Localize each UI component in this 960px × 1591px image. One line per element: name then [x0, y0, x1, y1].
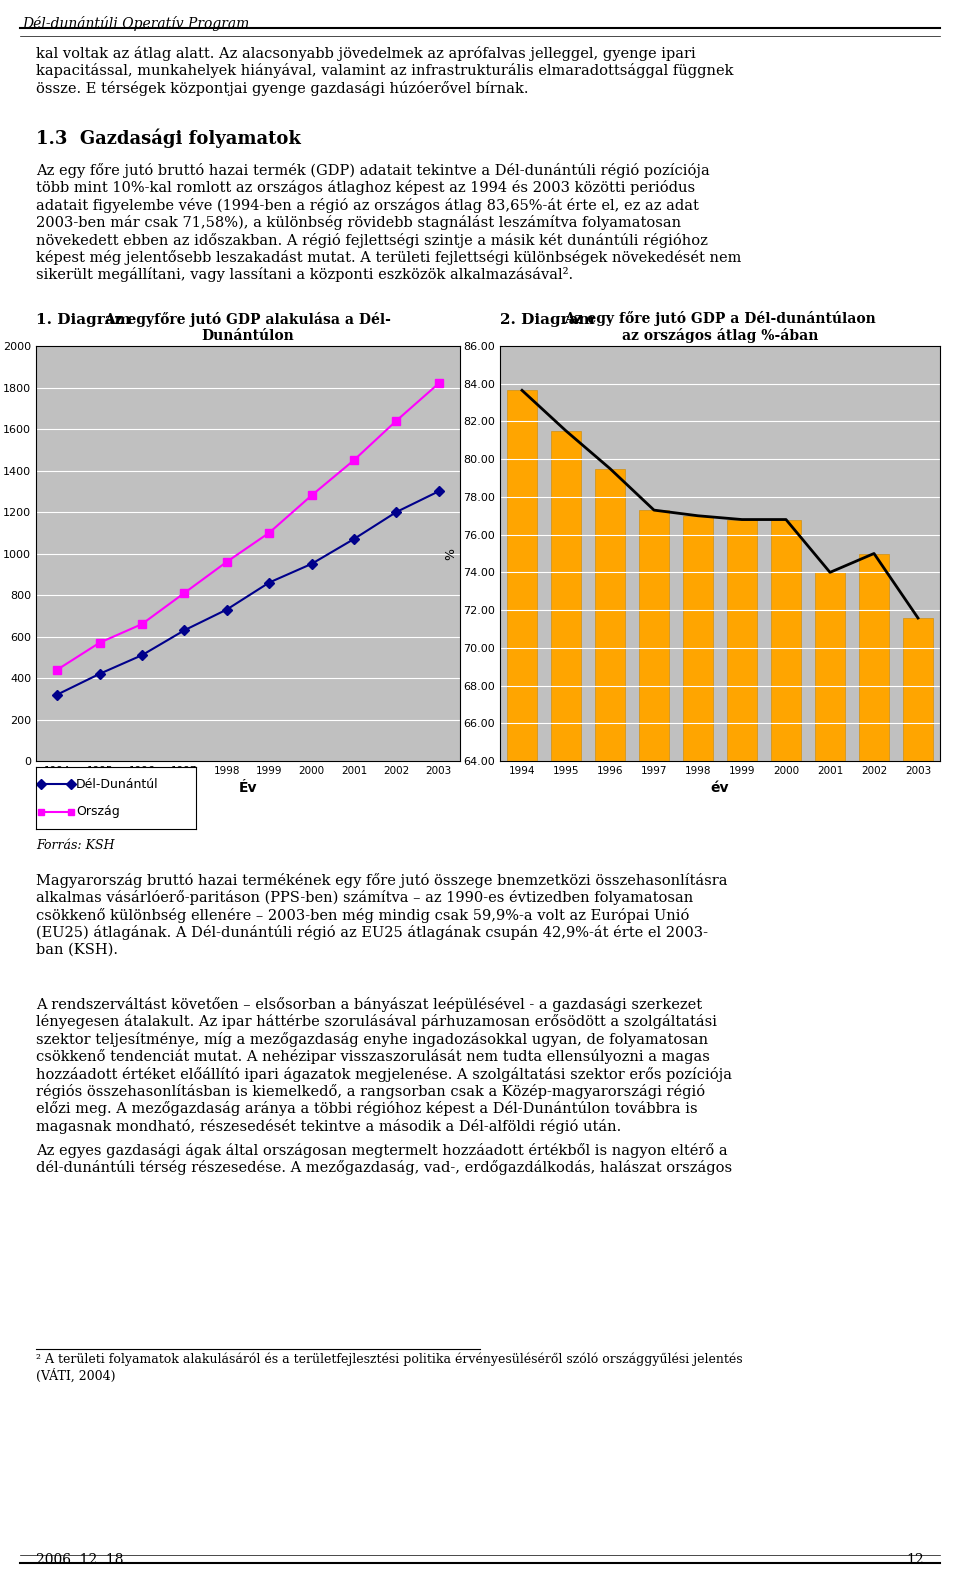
Text: 1. Diagram: 1. Diagram [36, 313, 131, 328]
Text: Dél-dunántúli Operatív Program: Dél-dunántúli Operatív Program [22, 16, 250, 30]
Bar [551, 431, 582, 1591]
Text: ² A területi folyamatok alakulásáról és a területfejlesztési politika érvényesül: ² A területi folyamatok alakulásáról és … [36, 1352, 743, 1383]
Text: Az egyfőre jutó GDP alakulása a Dél-
Dunántúlon: Az egyfőre jutó GDP alakulása a Dél- Dun… [105, 312, 392, 344]
Text: A rendszerváltást követően – elsősorban a bányászat leépülésével - a gazdasági s: A rendszerváltást követően – elsősorban … [36, 998, 732, 1134]
Text: 1.3  Gazdasági folyamatok: 1.3 Gazdasági folyamatok [36, 129, 300, 148]
Text: kal voltak az átlag alatt. Az alacsonyabb jövedelmek az aprófalvas jelleggel, gy: kal voltak az átlag alatt. Az alacsonyab… [36, 46, 733, 95]
Text: 12: 12 [906, 1553, 924, 1567]
Bar [727, 520, 757, 1591]
Text: 2006. 12. 18.: 2006. 12. 18. [36, 1553, 128, 1567]
Bar [858, 554, 889, 1591]
Bar [507, 390, 538, 1591]
Bar [683, 515, 713, 1591]
Bar [815, 573, 846, 1591]
Bar [771, 520, 802, 1591]
X-axis label: Év: Év [239, 781, 257, 796]
Bar [902, 617, 933, 1591]
Text: Az egy főre jutó bruttó hazai termék (GDP) adatait tekintve a Dél-dunántúli régi: Az egy főre jutó bruttó hazai termék (GD… [36, 162, 741, 282]
Text: Magyarország bruttó hazai termékének egy főre jutó összege bnemzetközi összehaso: Magyarország bruttó hazai termékének egy… [36, 873, 728, 956]
Bar [594, 469, 625, 1591]
Bar [638, 511, 669, 1591]
X-axis label: év: év [710, 781, 730, 796]
Y-axis label: %: % [444, 547, 458, 560]
Text: Dél-Dunántúl: Dél-Dunántúl [76, 778, 158, 791]
Text: 2. Diagram: 2. Diagram [500, 313, 595, 328]
Text: Az egyes gazdasági ágak által országosan megtermelt hozzáadott értékből is nagyo: Az egyes gazdasági ágak által országosan… [36, 1142, 732, 1176]
Text: Forrás: KSH: Forrás: KSH [36, 838, 114, 853]
Text: Az egy főre jutó GDP a Dél-dunántúlaon
az országos átlag %-ában: Az egy főre jutó GDP a Dél-dunántúlaon a… [564, 310, 876, 344]
Text: Ország: Ország [76, 805, 120, 818]
